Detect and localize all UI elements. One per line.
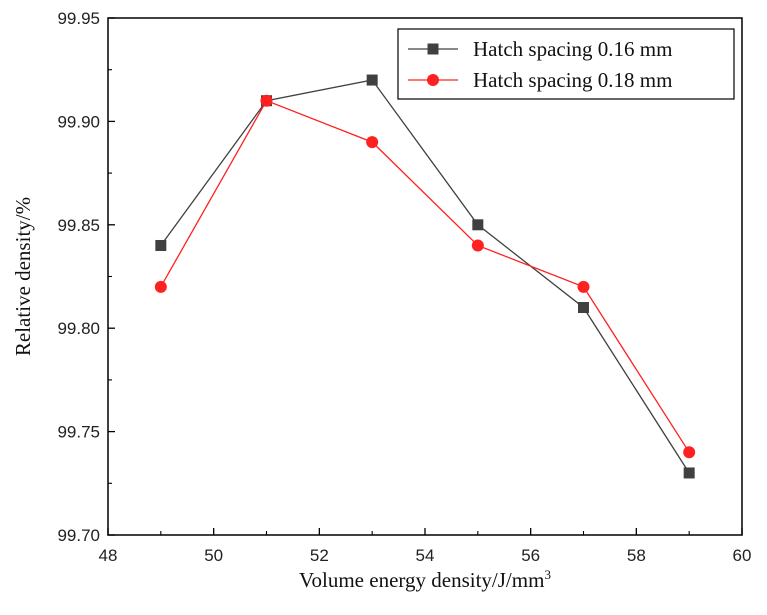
series-2 [154, 94, 696, 459]
legend-item: Hatch spacing 0.16 mm [408, 37, 672, 61]
series-1 [155, 74, 695, 479]
legend-label: Hatch spacing 0.18 mm [473, 68, 672, 92]
x-tick-label: 48 [99, 546, 118, 565]
x-axis-title-superscript: 3 [544, 567, 551, 582]
data-point [578, 302, 589, 314]
y-tick-label: 99.70 [57, 526, 100, 545]
legend-label: Hatch spacing 0.16 mm [473, 37, 672, 61]
x-tick-label: 58 [627, 546, 646, 565]
data-point [366, 136, 379, 149]
x-tick-label: 60 [733, 546, 752, 565]
y-tick-label: 99.85 [57, 216, 100, 235]
y-axis-title: Relative density/% [11, 197, 35, 356]
data-point [155, 239, 167, 251]
y-tick-label: 99.80 [57, 319, 100, 338]
y-tick-label: 99.90 [57, 112, 100, 131]
y-tick-label: 99.95 [57, 9, 100, 28]
x-tick-label: 52 [310, 546, 329, 565]
series-line [160, 79, 690, 474]
x-tick-label: 54 [416, 546, 435, 565]
data-point [260, 94, 273, 107]
data-point [577, 280, 590, 293]
plot-frame [107, 17, 743, 536]
data-point [471, 239, 484, 252]
legend-marker [427, 43, 439, 55]
data-point [154, 280, 167, 293]
x-tick-label: 50 [204, 546, 223, 565]
legend-marker [427, 74, 439, 86]
x-axis-title: Volume energy density/J/mm3 [299, 567, 551, 592]
x-axis-title-main: Volume energy density/J/mm [299, 568, 544, 592]
legend: Hatch spacing 0.16 mm Hatch spacing 0.18 … [397, 28, 735, 100]
series-layer [154, 74, 696, 479]
data-point [683, 467, 695, 479]
series-line [160, 99, 690, 453]
x-tick-label: 56 [521, 546, 540, 565]
data-point [366, 74, 378, 86]
y-tick-label: 99.75 [57, 423, 100, 442]
data-point [472, 219, 484, 231]
legend-item: Hatch spacing 0.18 mm [408, 68, 672, 92]
legend-box [397, 28, 735, 100]
data-point [683, 446, 696, 459]
